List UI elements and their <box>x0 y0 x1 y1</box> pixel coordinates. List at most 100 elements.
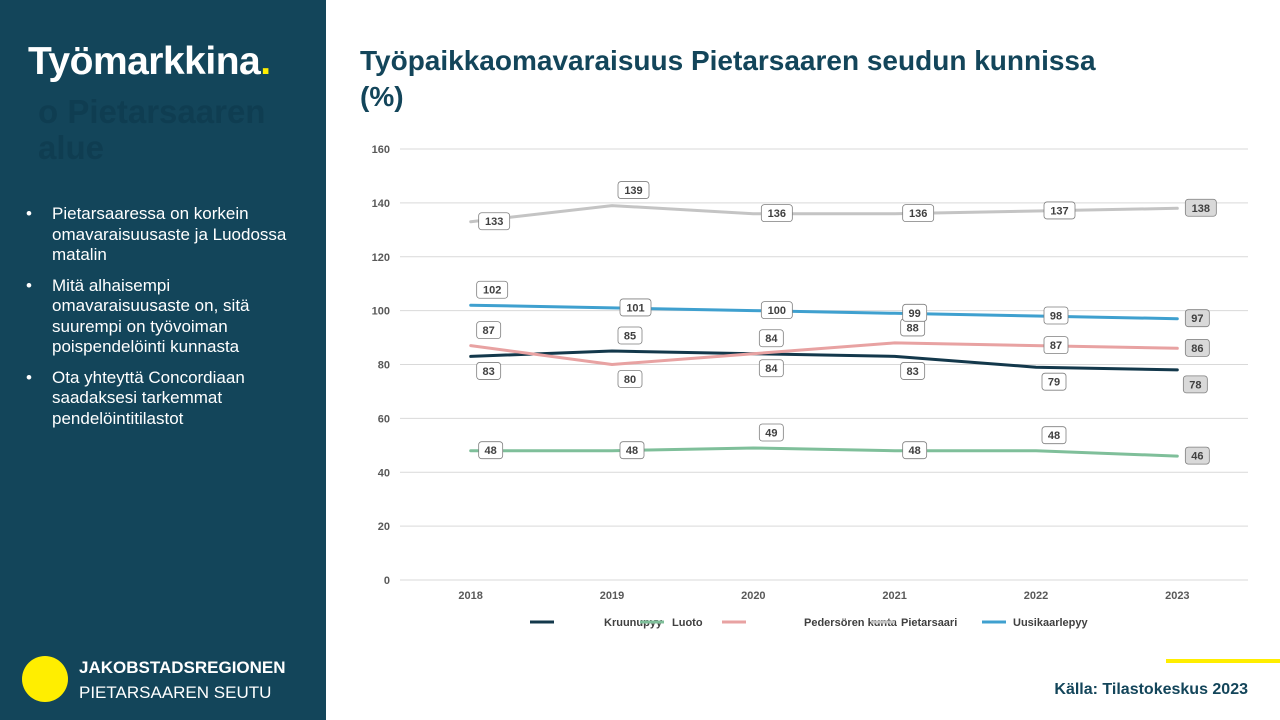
sidebar-title-text: Työmarkkina <box>28 40 261 83</box>
bullet-text: Ota yhteyttä Concordiaan saadaksesi tark… <box>52 367 245 428</box>
data-label-box <box>1041 372 1067 391</box>
data-label-box <box>1043 201 1076 220</box>
bullet-text: Mitä alhaisempi omavaraisuusaste on, sit… <box>52 275 250 357</box>
data-label: 48 <box>485 445 497 457</box>
data-label: 80 <box>624 374 636 386</box>
data-label-box <box>1184 309 1210 328</box>
data-label: 86 <box>1191 343 1203 355</box>
data-label-box <box>478 212 511 231</box>
org-name-secondary: PIETARSAAREN SEUTU <box>79 683 272 702</box>
title-accent-dot: . <box>260 40 271 83</box>
series-line-uusikaarlepyy <box>469 303 1179 321</box>
x-tick-label: 2022 <box>1024 590 1048 602</box>
sidebar-title: Työmarkkina. <box>28 40 271 84</box>
data-label: 139 <box>624 185 642 197</box>
data-label-box <box>476 280 509 299</box>
legend-label: Luoto <box>672 617 703 629</box>
org-name-primary: JAKOBSTADSREGIONEN <box>79 658 286 677</box>
data-label: 138 <box>1192 203 1210 215</box>
data-label-box <box>1043 306 1069 325</box>
background-ghost-text: o Pietarsaaren alue <box>38 93 266 167</box>
chart-title: Työpaikkaomavaraisuus Pietarsaaren seudu… <box>360 45 1096 112</box>
legend-label: Kruunupyy <box>604 617 663 629</box>
data-label: 136 <box>909 208 927 220</box>
data-label: 84 <box>765 333 778 345</box>
data-label: 88 <box>907 322 919 334</box>
y-tick-label: 100 <box>372 306 390 318</box>
x-tick-label: 2023 <box>1165 590 1189 602</box>
data-label: 48 <box>909 445 921 457</box>
data-label: 137 <box>1050 205 1068 217</box>
bullet-item: • Pietarsaaressa on korkein omavaraisuusa… <box>26 204 306 266</box>
data-label-box <box>760 301 793 320</box>
legend-label: Uusikaarlepyy <box>1013 617 1088 629</box>
y-tick-label: 160 <box>372 144 390 156</box>
data-label-box <box>758 329 784 348</box>
bullet-item: • Ota yhteyttä Concordiaan saadaksesi tar… <box>26 368 306 430</box>
data-label: 49 <box>765 428 777 440</box>
x-tick-label: 2018 <box>458 590 482 602</box>
y-tick-label: 120 <box>372 252 390 264</box>
data-label-box <box>1184 446 1210 465</box>
legend-label: Pedersören kunta <box>804 617 898 629</box>
data-label-box <box>902 441 928 460</box>
data-label: 79 <box>1048 377 1060 389</box>
data-label-box <box>619 441 645 460</box>
x-tick-label: 2019 <box>600 590 624 602</box>
data-label-box <box>758 359 784 378</box>
data-label: 46 <box>1191 451 1203 463</box>
data-label: 101 <box>626 302 644 314</box>
y-tick-label: 40 <box>378 467 390 479</box>
bullet-text: Pietarsaaressa on korkein omavaraisuusas… <box>52 204 287 264</box>
data-label: 97 <box>1191 313 1203 325</box>
data-label-box <box>1184 338 1210 357</box>
data-label-box <box>476 362 502 380</box>
data-label: 133 <box>485 216 503 228</box>
data-label-box <box>758 423 784 442</box>
legend-label: Pietarsaari <box>901 617 957 629</box>
data-label-box <box>1184 198 1217 217</box>
bullet-list: • Pietarsaaressa on korkein omavaraisuusa… <box>26 204 306 439</box>
logo-circle-icon <box>22 656 68 702</box>
data-label-box <box>476 321 502 340</box>
data-label: 102 <box>483 285 501 297</box>
data-label: 87 <box>483 325 495 337</box>
series-line-kruunupyy <box>469 349 1179 372</box>
data-label-box <box>902 303 928 322</box>
data-label: 84 <box>765 363 778 375</box>
y-tick-label: 80 <box>378 360 390 372</box>
accent-line <box>1166 659 1280 663</box>
data-label-box <box>902 204 935 223</box>
data-label-box <box>617 181 650 199</box>
y-tick-label: 20 <box>378 521 390 533</box>
data-label: 100 <box>768 305 786 317</box>
data-label: 99 <box>909 308 921 320</box>
data-label-box <box>617 370 643 388</box>
data-label-box <box>617 326 643 345</box>
data-label-box <box>1041 426 1067 445</box>
bullet-icon: • <box>26 204 32 223</box>
sidebar: o Pietarsaaren alue Työmarkkina. • Pietar… <box>0 0 326 720</box>
data-label: 78 <box>1189 379 1201 391</box>
bullet-icon: • <box>26 275 32 295</box>
y-tick-label: 140 <box>372 198 390 210</box>
data-label: 48 <box>626 445 638 457</box>
y-tick-label: 0 <box>384 575 390 587</box>
bullet-item: • Mitä alhaisempi omavaraisuusaste on, si… <box>26 276 306 358</box>
data-label: 48 <box>1048 430 1060 442</box>
bullet-icon: • <box>26 367 32 387</box>
data-label-box <box>478 441 504 460</box>
x-tick-label: 2021 <box>882 590 906 602</box>
data-label: 85 <box>624 331 636 343</box>
data-label: 83 <box>907 366 919 378</box>
series-line-luoto <box>469 446 1179 458</box>
data-label: 87 <box>1050 340 1062 352</box>
data-label-box <box>619 298 652 317</box>
data-label: 98 <box>1050 311 1062 323</box>
data-label: 83 <box>483 366 495 378</box>
y-tick-label: 60 <box>378 413 390 425</box>
data-label: 136 <box>768 208 786 220</box>
source-note: Källa: Tilastokeskus 2023 <box>1054 681 1248 698</box>
data-label-box <box>900 362 926 380</box>
data-label-box <box>1182 375 1208 394</box>
